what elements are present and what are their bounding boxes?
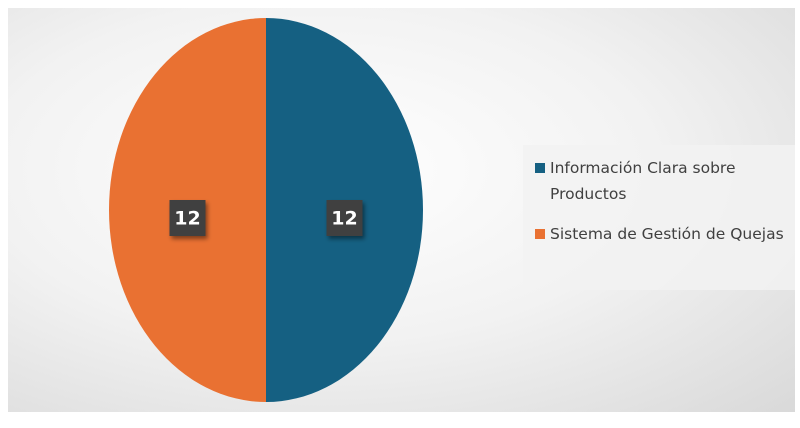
legend: Información Clara sobre Productos Sistema…: [523, 145, 795, 290]
legend-label: Sistema de Gestión de Quejas: [550, 225, 784, 243]
legend-swatch: [535, 229, 545, 239]
legend-item: Sistema de Gestión de Quejas: [535, 221, 785, 247]
data-label-box: [326, 200, 363, 236]
data-label: 12: [174, 208, 200, 230]
legend-label: Información Clara sobre Productos: [550, 159, 736, 203]
legend-swatch: [535, 163, 545, 173]
data-label-box: [169, 200, 206, 236]
data-label: 12: [331, 208, 357, 230]
legend-item: Información Clara sobre Productos: [535, 155, 785, 207]
